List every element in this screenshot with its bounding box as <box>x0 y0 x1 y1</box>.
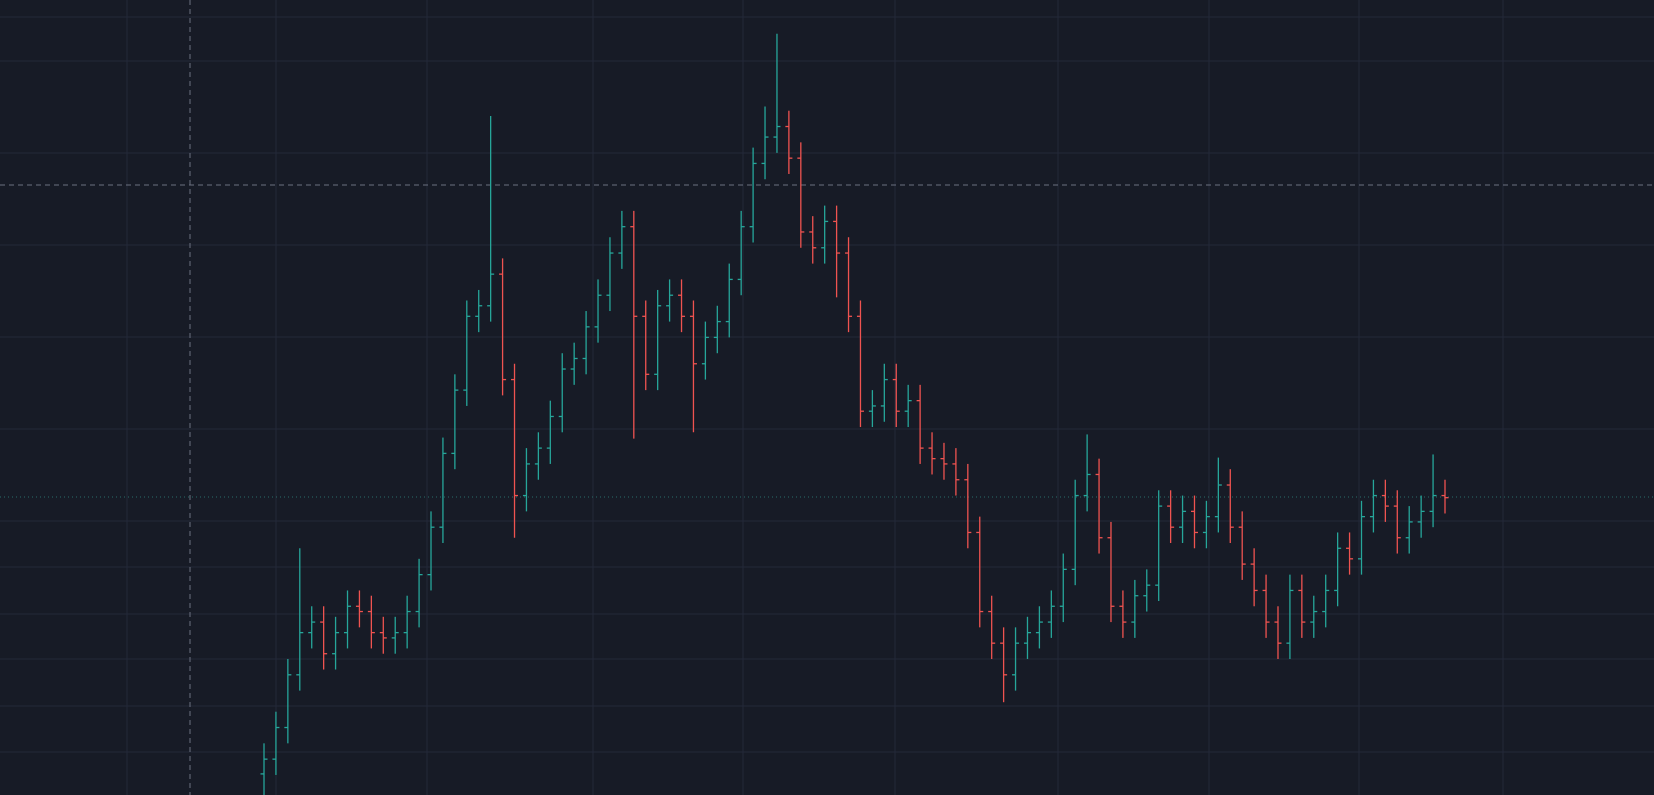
bars <box>260 33 1449 795</box>
